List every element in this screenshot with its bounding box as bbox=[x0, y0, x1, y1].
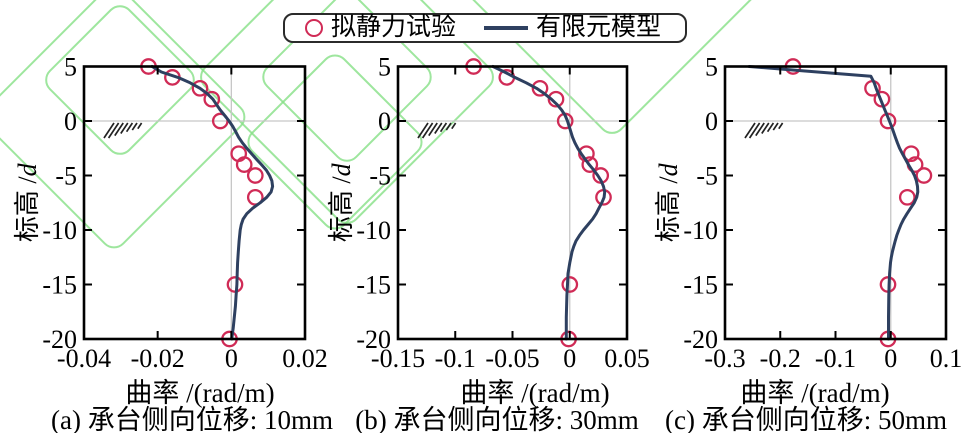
hatch-stroke bbox=[748, 122, 761, 139]
y-tick-label: 5 bbox=[378, 53, 391, 82]
hatch-stroke bbox=[761, 122, 770, 134]
x-tick-label: -0.04 bbox=[57, 344, 111, 373]
test-point bbox=[226, 276, 244, 293]
x-tick-label: -0.05 bbox=[485, 344, 539, 373]
caption: (a) 承台侧向位移: 10mm bbox=[51, 405, 333, 433]
x-tick-label: 0 bbox=[225, 344, 238, 373]
test-point bbox=[547, 90, 565, 108]
y-tick-label: -10 bbox=[356, 216, 391, 245]
ground-hatch-icon bbox=[103, 122, 143, 139]
test-point bbox=[203, 90, 221, 108]
chart-b: -0.15 -0.1 -0.05 0 0.05 5 0 -5 -10 -15 -20 曲率 /(rad… bbox=[327, 53, 650, 433]
x-tick-label: 0 bbox=[563, 344, 576, 373]
y-tick-label: -20 bbox=[42, 325, 77, 354]
axis-box bbox=[396, 65, 629, 341]
hatch-stroke bbox=[428, 122, 438, 137]
x-tick-label: -0.02 bbox=[131, 344, 185, 373]
hatch-stroke bbox=[107, 122, 120, 139]
x-tick-label: 0 bbox=[884, 344, 897, 373]
x-axis-label: 曲率 /(rad/m) bbox=[740, 378, 889, 408]
hatch-stroke bbox=[778, 122, 784, 130]
legend-test-marker-icon bbox=[305, 19, 323, 37]
x-tick-label: 0.05 bbox=[604, 344, 650, 373]
ground-hatch-icon bbox=[744, 122, 784, 139]
x-tick-label: -0.2 bbox=[760, 344, 801, 373]
hatch-stroke bbox=[417, 122, 429, 139]
y-tick-label: -15 bbox=[683, 271, 718, 300]
hatch-stroke bbox=[434, 122, 443, 134]
test-point bbox=[235, 156, 253, 173]
y-tick-label: -10 bbox=[42, 216, 77, 245]
hatch-stroke bbox=[114, 122, 124, 137]
hatch-stroke bbox=[445, 122, 452, 131]
legend: 拟静力试验 有限元模型 bbox=[283, 13, 687, 43]
x-tick-label: 0.02 bbox=[282, 344, 328, 373]
x-tick-label: 0.1 bbox=[930, 344, 963, 373]
y-tick-label: -15 bbox=[356, 271, 391, 300]
hatch-stroke bbox=[120, 122, 129, 134]
hatch-stroke bbox=[755, 122, 765, 137]
legend-fem-line-icon bbox=[484, 26, 529, 30]
test-point bbox=[531, 79, 549, 97]
x-tick-label: -0.3 bbox=[704, 344, 745, 373]
y-tick-label: -15 bbox=[42, 271, 77, 300]
legend-test-label: 拟静力试验 bbox=[331, 14, 457, 41]
hatch-stroke bbox=[439, 122, 448, 133]
chart-c: -0.3 -0.2 -0.1 0 0.1 5 0 -5 -10 -15 -20 曲率 /(rad/m)… bbox=[654, 53, 962, 433]
test-point bbox=[191, 79, 209, 97]
y-axis-label: 标高 /d bbox=[13, 162, 42, 242]
y-tick-label: -10 bbox=[683, 216, 718, 245]
y-tick-label: 5 bbox=[705, 53, 718, 82]
axis-box bbox=[82, 65, 307, 341]
hatch-stroke bbox=[744, 122, 756, 139]
legend-fem-label: 有限元模型 bbox=[536, 14, 662, 41]
x-tick-label: -0.15 bbox=[371, 344, 425, 373]
y-axis-label: 标高 /d bbox=[654, 162, 683, 242]
test-point bbox=[915, 167, 933, 184]
fem-line bbox=[747, 65, 920, 341]
y-axis-label: 标高 /d bbox=[327, 162, 356, 242]
caption: (c) 承台侧向位移: 50mm bbox=[665, 405, 947, 433]
test-point bbox=[246, 167, 264, 184]
y-tick-label: 0 bbox=[705, 107, 718, 136]
y-tick-label: 0 bbox=[378, 107, 391, 136]
hatch-stroke bbox=[421, 122, 434, 139]
x-axis-label: 曲率 /(rad/m) bbox=[125, 378, 274, 408]
hatch-stroke bbox=[103, 122, 115, 139]
y-tick-label: -5 bbox=[55, 162, 77, 191]
hatch-stroke bbox=[137, 122, 143, 130]
hatch-stroke bbox=[772, 122, 779, 131]
x-tick-label: -0.1 bbox=[435, 344, 476, 373]
chart-a: -0.04 -0.02 0 0.02 5 0 -5 -10 -15 -20 曲率 /(rad/m) 标… bbox=[13, 53, 333, 433]
y-tick-label: -20 bbox=[683, 325, 718, 354]
fem-line bbox=[491, 65, 607, 341]
y-tick-label: -5 bbox=[369, 162, 391, 191]
x-axis-label: 曲率 /(rad/m) bbox=[460, 378, 609, 408]
test-point bbox=[581, 156, 599, 173]
hatch-stroke bbox=[451, 122, 457, 130]
x-tick-label: -0.1 bbox=[815, 344, 856, 373]
test-point bbox=[561, 276, 579, 293]
ground-hatch-icon bbox=[417, 122, 457, 139]
test-point bbox=[898, 188, 916, 206]
y-tick-label: 0 bbox=[64, 107, 77, 136]
caption: (b) 承台侧向位移: 30mm bbox=[355, 405, 639, 433]
fem-line bbox=[150, 65, 275, 341]
hatch-stroke bbox=[766, 122, 775, 133]
hatch-stroke bbox=[125, 122, 134, 133]
y-tick-label: -20 bbox=[356, 325, 391, 354]
hatch-stroke bbox=[131, 122, 138, 131]
y-tick-label: 5 bbox=[64, 53, 77, 82]
y-tick-label: -5 bbox=[696, 162, 718, 191]
